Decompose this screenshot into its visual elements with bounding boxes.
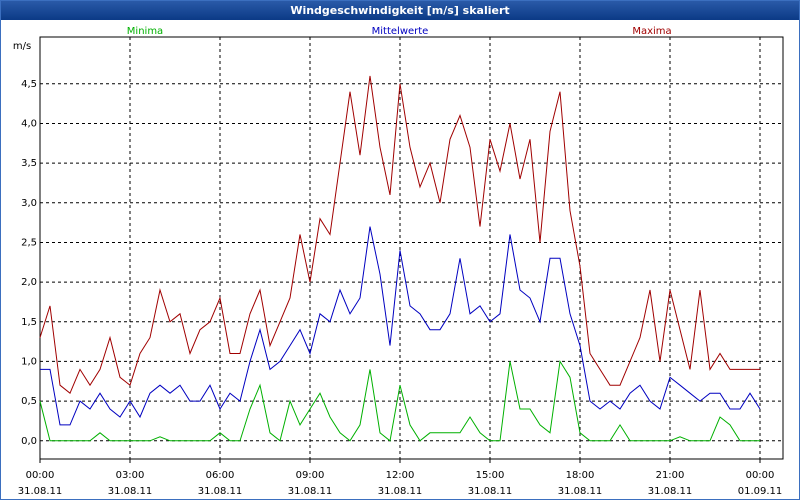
x-tick-date: 31.08.11 (378, 486, 423, 497)
chart-title: Windgeschwindigkeit [m/s] skaliert (290, 4, 509, 17)
y-tick-label: 3,5 (21, 158, 37, 169)
y-tick-label: 0,5 (21, 396, 37, 407)
x-tick-label: 18:00 (566, 470, 595, 481)
legend-entry: Mittelwerte (372, 26, 429, 37)
x-tick-date: 31.08.11 (558, 486, 603, 497)
y-axis-label: m/s (13, 41, 31, 52)
title-bar (1, 1, 799, 20)
y-tick-label: 2,5 (21, 237, 37, 248)
x-tick-date: 31.08.11 (288, 486, 333, 497)
series-line (39, 75, 760, 395)
x-tick-date: 31.08.11 (18, 486, 63, 497)
x-tick-label: 00:00 (746, 470, 775, 481)
x-tick-date: 31.08.11 (108, 486, 153, 497)
x-tick-date: 31.08.11 (648, 486, 693, 497)
x-tick-label: 12:00 (386, 470, 415, 481)
y-tick-label: 4,0 (21, 118, 37, 129)
y-tick-label: 0,0 (21, 436, 37, 447)
x-tick-date: 31.08.11 (468, 486, 513, 497)
x-tick-label: 03:00 (116, 470, 145, 481)
x-tick-label: 06:00 (206, 470, 235, 481)
x-tick-label: 21:00 (656, 470, 685, 481)
x-tick-label: 15:00 (476, 470, 505, 481)
y-tick-label: 1,5 (21, 317, 37, 328)
series-line (39, 359, 760, 442)
y-tick-label: 2,0 (21, 277, 37, 288)
x-tick-label: 09:00 (296, 470, 325, 481)
x-tick-label: 00:00 (26, 470, 55, 481)
y-tick-label: 4,5 (21, 79, 37, 90)
y-tick-label: 3,0 (21, 198, 37, 209)
x-tick-date: 01.09.11 (738, 486, 783, 497)
legend-entry: Maxima (632, 26, 671, 37)
y-tick-label: 1,0 (21, 356, 37, 367)
legend-entry: Minima (127, 26, 163, 37)
x-tick-date: 31.08.11 (198, 486, 243, 497)
plot-area (39, 36, 784, 460)
series-line (40, 226, 761, 426)
